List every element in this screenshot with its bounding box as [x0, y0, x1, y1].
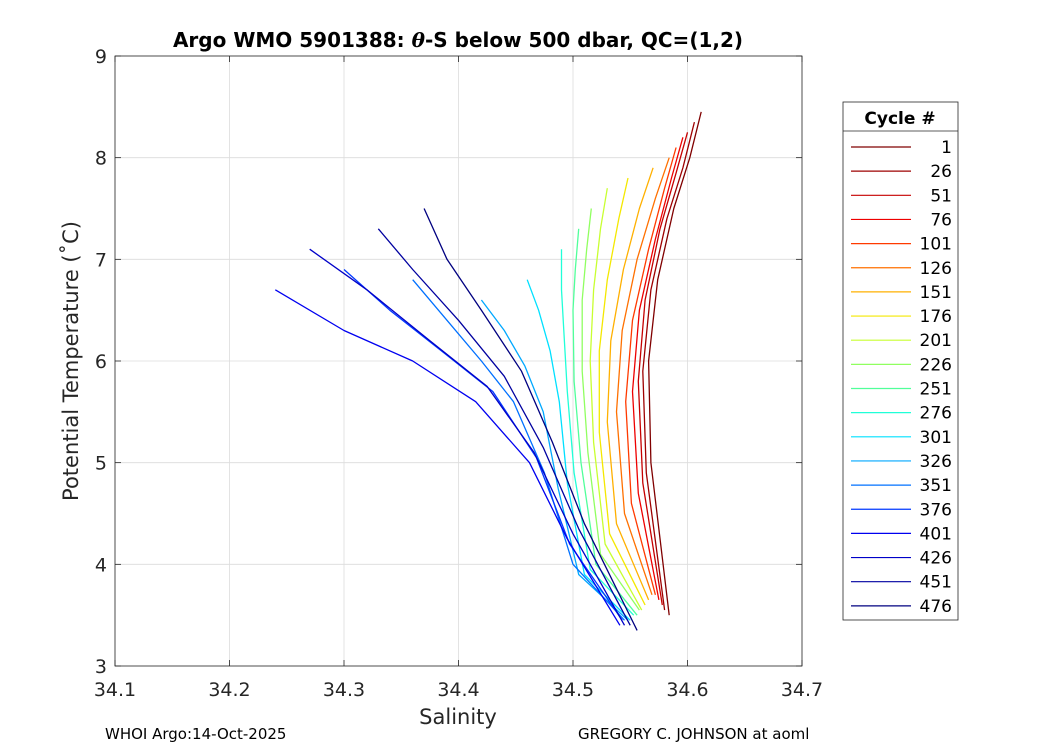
legend-title: Cycle #: [864, 109, 935, 129]
series-line-cycle-351: [412, 279, 625, 621]
ticks: [114, 55, 803, 667]
y-tick-label: 6: [95, 351, 107, 373]
legend-label: 126: [920, 259, 952, 279]
legend-label: 451: [920, 573, 952, 593]
series-line-cycle-51: [637, 132, 689, 606]
series-line-cycle-101: [625, 147, 677, 595]
series-line-cycle-276: [560, 249, 635, 616]
legend-label: 276: [920, 404, 952, 424]
y-tick-label: 8: [95, 148, 107, 170]
y-tick-label: 3: [95, 656, 107, 678]
legend: Cycle # 12651761011261511762012262512763…: [842, 101, 959, 621]
series-line-cycle-151: [606, 167, 654, 601]
series-line-cycle-401: [274, 289, 621, 626]
x-tick-label: 34.1: [94, 679, 136, 701]
y-tick-labels: 3 4 5 6 7 8 9: [95, 46, 107, 678]
chart-title: Argo WMO 5901388: θ-S below 500 dbar, QC…: [173, 28, 743, 52]
footer-right-credit: GREGORY C. JOHNSON at aoml: [578, 725, 810, 743]
legend-label: 151: [920, 283, 952, 303]
series-group: [274, 111, 702, 631]
y-axis-label: Potential Temperature (˚C): [59, 221, 83, 501]
legend-label: 76: [930, 210, 952, 230]
series-line-cycle-126: [615, 157, 670, 596]
legend-label: 1: [941, 138, 952, 158]
series-line-cycle-251: [572, 228, 638, 616]
legend-label: 376: [920, 500, 952, 520]
x-tick-label: 34.2: [208, 679, 250, 701]
legend-label: 51: [930, 186, 952, 206]
series-line-cycle-376: [343, 269, 623, 621]
series-line-cycle-26: [642, 121, 696, 611]
legend-entries: 1265176101126151176201226251276301326351…: [851, 138, 952, 617]
legend-label: 326: [920, 452, 952, 472]
series-line-cycle-176: [598, 177, 646, 606]
legend-label: 401: [920, 524, 952, 544]
x-tick-label: 34.4: [437, 679, 479, 701]
x-tick-label: 34.5: [552, 679, 594, 701]
series-line-cycle-301: [526, 279, 631, 621]
x-tick-label: 34.6: [666, 679, 708, 701]
legend-label: 201: [920, 331, 952, 351]
series-line-cycle-1: [647, 111, 702, 616]
series-line-cycle-226: [581, 208, 640, 611]
y-tick-label: 4: [95, 554, 107, 576]
y-tick-label: 7: [95, 249, 107, 271]
series-line-cycle-326: [480, 299, 629, 621]
series-line-cycle-76: [631, 137, 684, 601]
legend-label: 251: [920, 380, 952, 400]
series-line-cycle-476: [423, 208, 638, 631]
x-tick-label: 34.7: [781, 679, 823, 701]
x-tick-label: 34.3: [323, 679, 365, 701]
legend-label: 176: [920, 307, 952, 327]
x-axis-label: Salinity: [419, 705, 497, 729]
legend-label: 301: [920, 428, 952, 448]
footer-left-credit: WHOI Argo:14-Oct-2025: [105, 725, 287, 743]
legend-label: 26: [930, 162, 952, 182]
x-tick-labels: 34.1 34.2 34.3 34.4 34.5 34.6 34.7: [94, 679, 823, 701]
legend-label: 226: [920, 355, 952, 375]
legend-label: 426: [920, 549, 952, 569]
series-line-cycle-426: [309, 248, 626, 626]
legend-label: 476: [920, 597, 952, 617]
y-tick-label: 9: [95, 46, 107, 68]
series-line-cycle-201: [589, 188, 643, 611]
legend-label: 101: [920, 235, 952, 255]
legend-label: 351: [920, 476, 952, 496]
series-line-cycle-451: [377, 228, 631, 626]
y-tick-label: 5: [95, 453, 107, 475]
